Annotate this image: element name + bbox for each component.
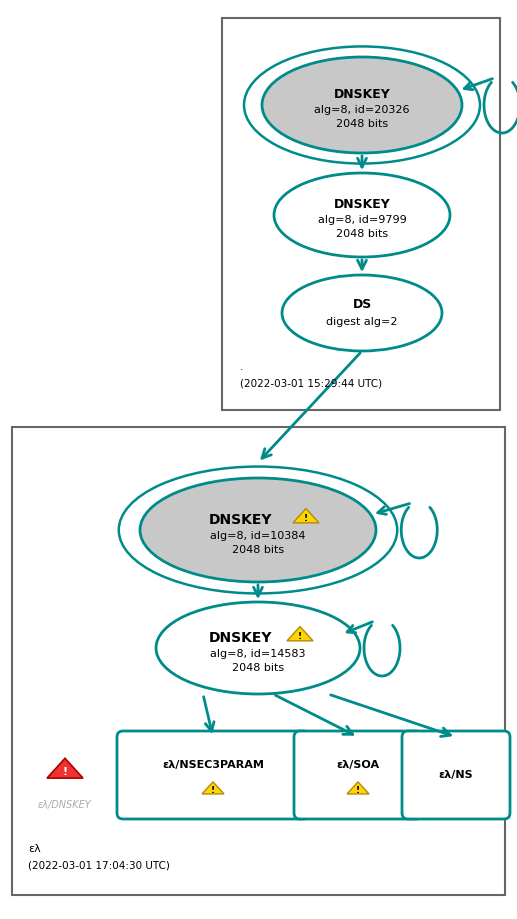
Text: !: ! [211,786,215,795]
FancyBboxPatch shape [402,731,510,819]
FancyBboxPatch shape [12,427,505,895]
Text: DNSKEY: DNSKEY [333,199,390,211]
Text: digest alg=2: digest alg=2 [326,317,398,327]
Text: ελ/NS: ελ/NS [439,770,473,780]
Text: DNSKEY: DNSKEY [333,88,390,101]
FancyBboxPatch shape [117,731,309,819]
Polygon shape [347,782,369,794]
Text: (2022-03-01 17:04:30 UTC): (2022-03-01 17:04:30 UTC) [28,860,170,870]
Polygon shape [287,627,313,641]
Text: alg=8, id=20326: alg=8, id=20326 [314,105,410,115]
Ellipse shape [156,602,360,694]
FancyBboxPatch shape [294,731,422,819]
Text: ελ/SOA: ελ/SOA [337,760,379,770]
Text: alg=8, id=9799: alg=8, id=9799 [317,215,406,225]
Text: !: ! [63,766,68,777]
Polygon shape [293,508,319,523]
Ellipse shape [262,57,462,153]
Text: .: . [240,362,244,372]
FancyBboxPatch shape [222,18,500,410]
Text: ελ/NSEC3PARAM: ελ/NSEC3PARAM [162,760,264,770]
Text: ελ: ελ [28,844,41,854]
Text: alg=8, id=10384: alg=8, id=10384 [210,531,306,541]
Text: 2048 bits: 2048 bits [336,119,388,129]
Text: (2022-03-01 15:29:44 UTC): (2022-03-01 15:29:44 UTC) [240,378,382,388]
Text: !: ! [304,514,308,523]
Polygon shape [47,758,83,778]
Ellipse shape [140,478,376,582]
Polygon shape [202,782,224,794]
Text: DS: DS [353,299,372,312]
Text: 2048 bits: 2048 bits [232,545,284,555]
Ellipse shape [274,173,450,257]
Text: !: ! [356,786,360,795]
Text: 2048 bits: 2048 bits [336,229,388,239]
Text: ελ/DNSKEY: ελ/DNSKEY [38,800,92,810]
Text: DNSKEY: DNSKEY [208,513,272,527]
Text: DNSKEY: DNSKEY [208,631,272,645]
Text: 2048 bits: 2048 bits [232,663,284,673]
Text: !: ! [298,631,302,641]
Text: alg=8, id=14583: alg=8, id=14583 [210,649,306,659]
Ellipse shape [282,275,442,351]
